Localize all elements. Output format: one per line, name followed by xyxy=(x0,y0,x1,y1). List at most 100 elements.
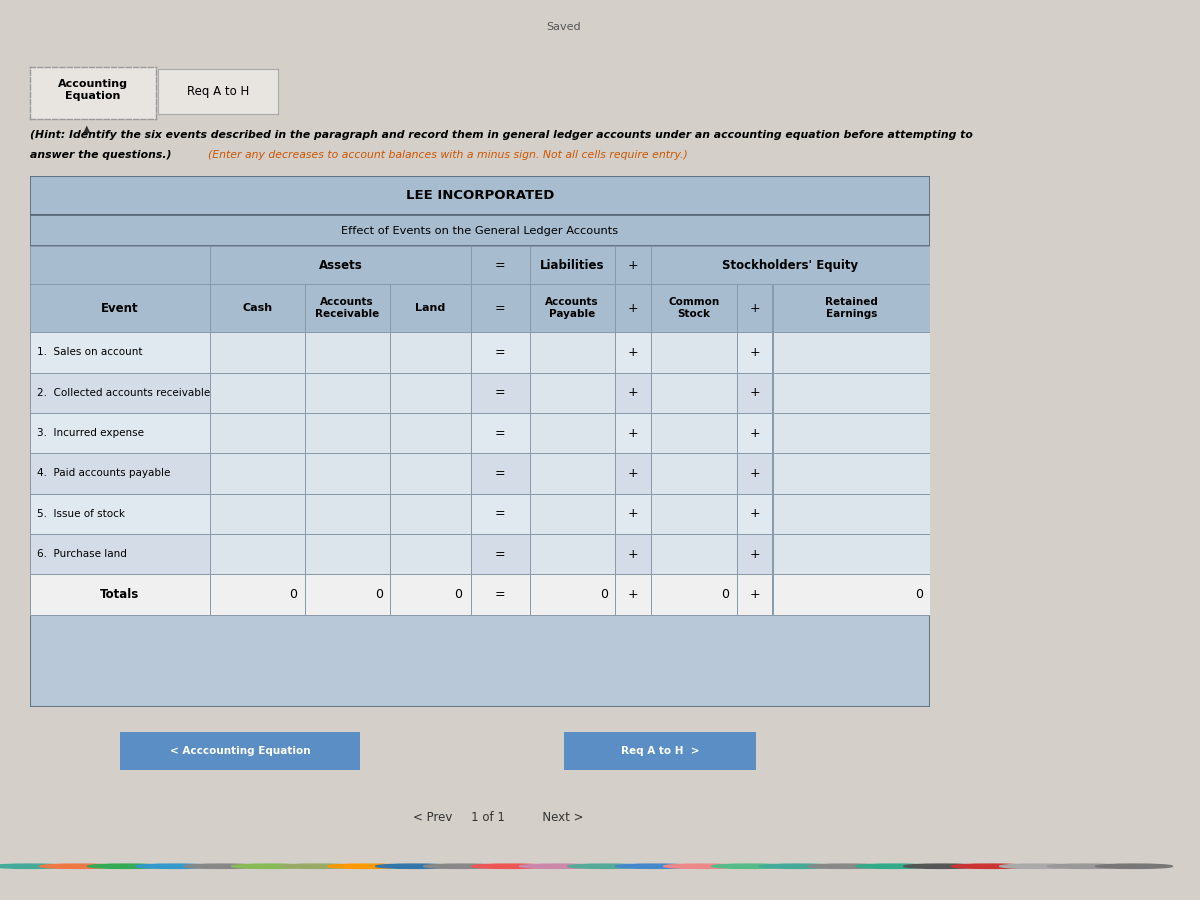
Bar xyxy=(773,534,930,574)
Bar xyxy=(390,454,470,493)
Bar xyxy=(737,332,773,373)
Text: 0: 0 xyxy=(454,588,462,601)
Text: answer the questions.): answer the questions.) xyxy=(30,150,175,160)
Circle shape xyxy=(136,864,212,868)
Text: Stockholders' Equity: Stockholders' Equity xyxy=(722,258,858,272)
Bar xyxy=(30,534,210,574)
Bar xyxy=(470,284,529,332)
Bar xyxy=(616,246,650,284)
Circle shape xyxy=(1048,864,1124,868)
Bar xyxy=(737,493,773,534)
Bar xyxy=(210,373,305,413)
Circle shape xyxy=(88,864,164,868)
Bar xyxy=(210,534,305,574)
Text: < Prev     1 of 1          Next >: < Prev 1 of 1 Next > xyxy=(413,811,583,824)
Bar xyxy=(529,284,616,332)
Bar xyxy=(30,332,210,373)
Text: Req A to H: Req A to H xyxy=(187,86,250,98)
Text: =: = xyxy=(494,427,505,439)
Text: Cash: Cash xyxy=(242,303,272,313)
Text: +: + xyxy=(628,508,638,520)
Bar xyxy=(305,413,390,454)
Bar xyxy=(390,373,470,413)
Bar xyxy=(650,454,737,493)
Bar xyxy=(616,332,650,373)
Bar xyxy=(210,413,305,454)
Bar xyxy=(390,493,470,534)
Bar xyxy=(529,534,616,574)
Text: =: = xyxy=(494,302,505,315)
Bar xyxy=(305,373,390,413)
Bar xyxy=(737,413,773,454)
Bar xyxy=(30,176,930,215)
Bar xyxy=(30,413,210,454)
Bar xyxy=(616,373,650,413)
Bar xyxy=(773,574,930,615)
Bar xyxy=(390,534,470,574)
Bar xyxy=(30,454,210,493)
Text: +: + xyxy=(628,346,638,359)
Bar xyxy=(737,284,773,332)
Circle shape xyxy=(616,864,692,868)
Text: Event: Event xyxy=(101,302,139,315)
Text: Common
Stock: Common Stock xyxy=(668,297,719,320)
Bar xyxy=(529,332,616,373)
Text: +: + xyxy=(749,346,760,359)
Bar xyxy=(616,493,650,534)
Bar xyxy=(737,574,773,615)
Text: +: + xyxy=(628,547,638,561)
Bar xyxy=(30,246,210,284)
Text: =: = xyxy=(494,386,505,400)
Text: =: = xyxy=(494,508,505,520)
Text: Land: Land xyxy=(415,303,445,313)
Text: =: = xyxy=(494,467,505,480)
Bar xyxy=(650,534,737,574)
Text: =: = xyxy=(494,547,505,561)
Bar xyxy=(390,574,470,615)
Text: =: = xyxy=(494,588,505,601)
Circle shape xyxy=(1000,864,1076,868)
Bar xyxy=(737,454,773,493)
Bar xyxy=(470,454,529,493)
Bar xyxy=(616,574,650,615)
Text: Effect of Events on the General Ledger Accounts: Effect of Events on the General Ledger A… xyxy=(342,226,618,236)
Circle shape xyxy=(904,864,980,868)
Bar xyxy=(529,454,616,493)
Bar xyxy=(650,246,930,284)
Text: Totals: Totals xyxy=(101,588,139,601)
Bar xyxy=(773,413,930,454)
Text: +: + xyxy=(749,547,760,561)
Text: 0: 0 xyxy=(914,588,923,601)
Bar xyxy=(529,574,616,615)
Bar xyxy=(30,574,210,615)
Circle shape xyxy=(0,864,68,868)
Text: (Hint: Identify the six events described in the paragraph and record them in gen: (Hint: Identify the six events described… xyxy=(30,130,973,140)
Bar xyxy=(773,373,930,413)
Bar xyxy=(30,493,210,534)
Bar xyxy=(305,534,390,574)
Text: 3.  Incurred expense: 3. Incurred expense xyxy=(37,428,144,438)
Text: 0: 0 xyxy=(600,588,608,601)
Bar xyxy=(616,413,650,454)
Text: +: + xyxy=(628,427,638,439)
Text: Req A to H  >: Req A to H > xyxy=(620,745,700,756)
Circle shape xyxy=(952,864,1028,868)
Text: 6.  Purchase land: 6. Purchase land xyxy=(37,549,127,559)
Bar xyxy=(470,493,529,534)
Bar xyxy=(616,534,650,574)
Bar xyxy=(650,332,737,373)
Text: +: + xyxy=(749,386,760,400)
Text: +: + xyxy=(628,302,638,315)
Bar xyxy=(305,454,390,493)
Bar xyxy=(210,284,305,332)
Circle shape xyxy=(664,864,740,868)
Text: < Acccounting Equation: < Acccounting Equation xyxy=(169,745,311,756)
Circle shape xyxy=(760,864,836,868)
Bar xyxy=(305,332,390,373)
Circle shape xyxy=(232,864,308,868)
Bar xyxy=(390,284,470,332)
Bar xyxy=(470,413,529,454)
Bar xyxy=(737,534,773,574)
Text: +: + xyxy=(749,302,760,315)
Text: +: + xyxy=(749,427,760,439)
